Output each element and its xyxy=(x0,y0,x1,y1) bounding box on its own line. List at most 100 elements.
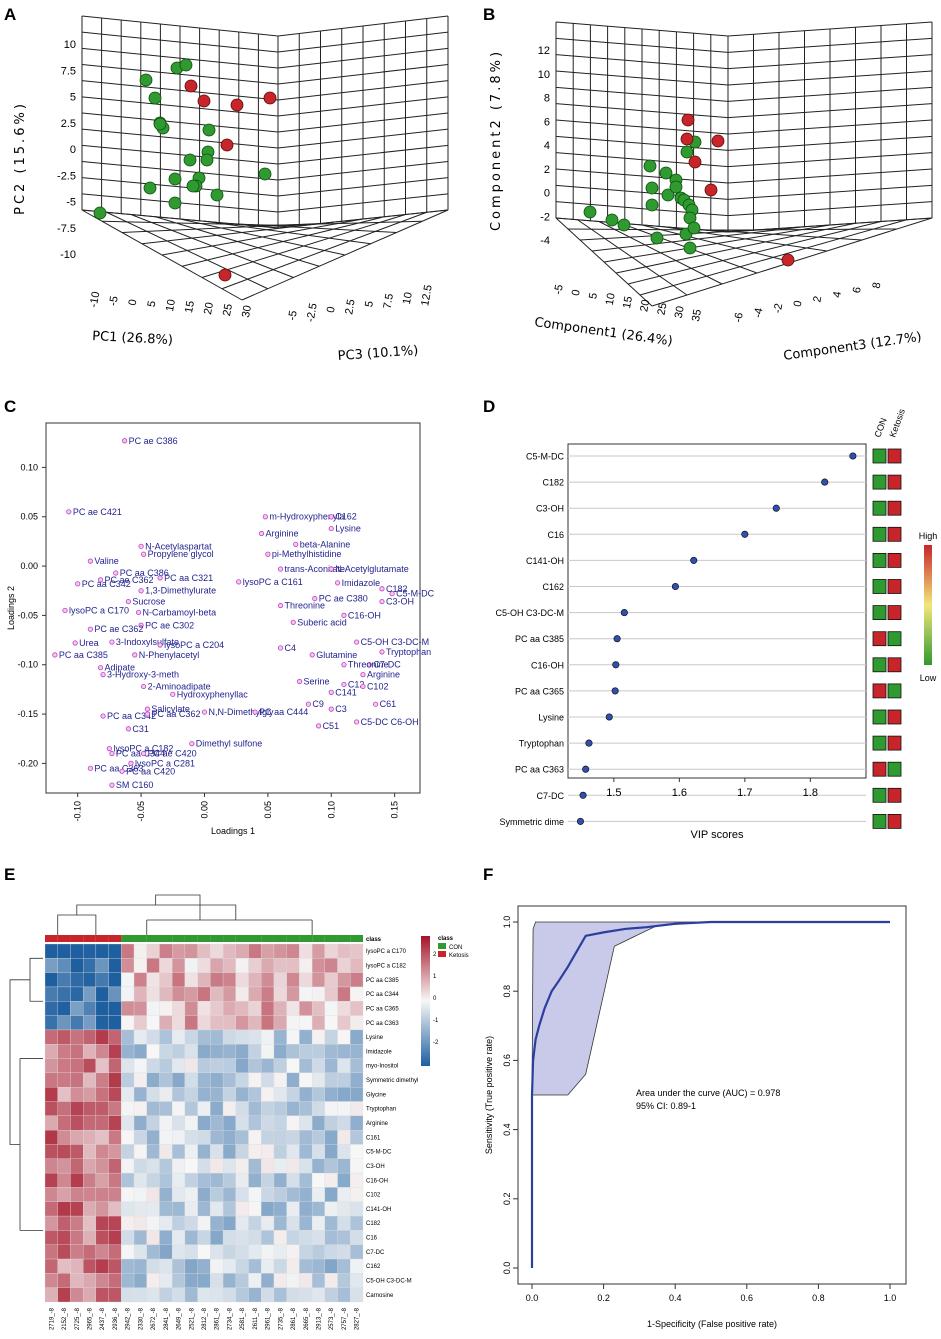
loading-point xyxy=(87,765,93,771)
legend-header-con: CON xyxy=(872,416,888,438)
heatmap-cell xyxy=(324,972,338,988)
heatmap-cell xyxy=(350,1201,364,1217)
floor-line xyxy=(141,220,342,245)
heatmap-cell xyxy=(299,1072,313,1088)
loading-label: Threonine xyxy=(348,660,389,670)
y-tick-label: -4 xyxy=(540,235,550,247)
heatmap-column-label: 2152_-8 xyxy=(62,1307,68,1330)
heatmap-cell xyxy=(83,1201,97,1217)
class-bar-cell xyxy=(261,935,274,942)
heatmap-cell xyxy=(108,1230,122,1245)
heatmap-column-label: 2521_-8 xyxy=(189,1307,195,1330)
z-tick-label: 0 xyxy=(325,306,338,314)
heatmap-cell xyxy=(222,1001,236,1016)
z-axis-title: PC3 (10.1%) xyxy=(337,343,419,364)
heatmap-cell xyxy=(95,1244,109,1260)
class-bar-cell xyxy=(159,935,173,942)
heatmap-row-label: C7-DC xyxy=(366,1250,385,1256)
roc-curve xyxy=(530,920,890,1268)
heatmap-row-label: C5-M-DC xyxy=(366,1150,392,1156)
loading-point xyxy=(72,640,78,646)
heatmap-cell xyxy=(350,1230,364,1245)
con-sample-point xyxy=(148,91,162,105)
grid-line xyxy=(81,177,279,197)
z-tick-label: 10 xyxy=(401,291,415,305)
heatmap-cell xyxy=(95,986,109,1002)
heatmap-cell xyxy=(210,1201,224,1217)
heatmap-column-label: 2861_-8 xyxy=(291,1307,297,1330)
con-sample-point xyxy=(683,241,697,255)
loading-label: N-Phenylacetyl xyxy=(139,650,200,660)
loading-point xyxy=(144,711,151,717)
heatmap-cell xyxy=(159,958,173,973)
heatmap-cell xyxy=(83,986,97,1002)
heatmap-cell xyxy=(95,1058,109,1074)
heatmap-cell xyxy=(337,1244,351,1260)
heatmap-cell xyxy=(273,943,287,959)
heatmap-cell xyxy=(350,1158,364,1174)
heatmap-cell xyxy=(133,1115,147,1131)
heatmap-cell xyxy=(235,1273,249,1288)
heatmap-cell xyxy=(286,1001,300,1016)
heatmap-cell xyxy=(222,1287,236,1303)
con-sample-point xyxy=(659,166,673,180)
heatmap-cell xyxy=(108,958,122,973)
loading-label: C51 xyxy=(323,721,340,731)
heatmap-cell xyxy=(286,972,300,988)
heatmap-cell xyxy=(95,1215,109,1231)
grid-line xyxy=(277,31,449,53)
heatmap-cell xyxy=(133,1029,147,1045)
heatmap-cell xyxy=(57,1087,71,1102)
heatmap-cell xyxy=(248,943,262,959)
loading-label: Hydroxyphenyllac xyxy=(177,689,249,699)
loading-point xyxy=(157,642,163,648)
loading-label: C9 xyxy=(312,699,324,709)
ketosis-sample-point xyxy=(711,134,725,148)
heatmap-cell xyxy=(311,986,325,1002)
heatmap-cell xyxy=(57,943,71,959)
vip-con-cell xyxy=(872,474,887,490)
heatmap-cell xyxy=(70,943,84,959)
heatmap-cell xyxy=(121,958,135,973)
loading-label: lysoPC a C170 xyxy=(69,605,129,615)
loading-point xyxy=(373,701,379,707)
grid-line xyxy=(81,80,279,101)
heatmap-cell xyxy=(299,1258,313,1274)
loading-label: C141 xyxy=(335,687,357,697)
x-tick-label: 20 xyxy=(202,301,216,315)
loading-label: C162 xyxy=(335,512,357,522)
grid-line xyxy=(555,184,729,200)
heatmap-cell xyxy=(222,1101,236,1116)
heatmap-cell xyxy=(70,1215,84,1231)
floor-line xyxy=(627,221,882,285)
heatmap-cell xyxy=(350,1287,364,1303)
vip-dot xyxy=(611,687,619,695)
loading-point xyxy=(328,706,334,712)
heatmap-cell xyxy=(248,1172,262,1188)
loading-point xyxy=(138,543,144,549)
heatmap-cell xyxy=(197,1172,211,1188)
con-sample-point xyxy=(183,153,197,167)
heatmap-cell xyxy=(273,1230,287,1245)
heatmap-cell xyxy=(121,1101,135,1116)
heatmap-cell xyxy=(121,1201,135,1217)
heatmap-cell xyxy=(57,1230,71,1245)
heatmap-cell xyxy=(83,1001,97,1016)
vip-dot xyxy=(612,661,620,669)
heatmap-cell xyxy=(197,1029,211,1045)
heatmap-cell xyxy=(70,1287,84,1303)
loading-point xyxy=(315,723,322,729)
grid-line xyxy=(727,54,933,70)
heatmap-cell xyxy=(210,1058,224,1074)
heatmap-column-label: 2735_-8 xyxy=(278,1307,284,1330)
grid-line xyxy=(555,103,729,119)
loading-point xyxy=(293,541,299,547)
heatmap-row-label: PC aa C365 xyxy=(366,1006,399,1012)
heatmap-cell xyxy=(184,1101,198,1116)
loading-label: lysoPC a C281 xyxy=(135,758,195,768)
grid-line xyxy=(81,47,279,69)
heatmap-cell xyxy=(159,1058,173,1074)
heatmap-cell xyxy=(121,1158,135,1174)
vip-scores-plot: C5-M-DC C182 C3-OH C16 C141-OH C162 C5-OH C3-D… xyxy=(496,407,938,841)
con-sample-point xyxy=(153,117,167,131)
